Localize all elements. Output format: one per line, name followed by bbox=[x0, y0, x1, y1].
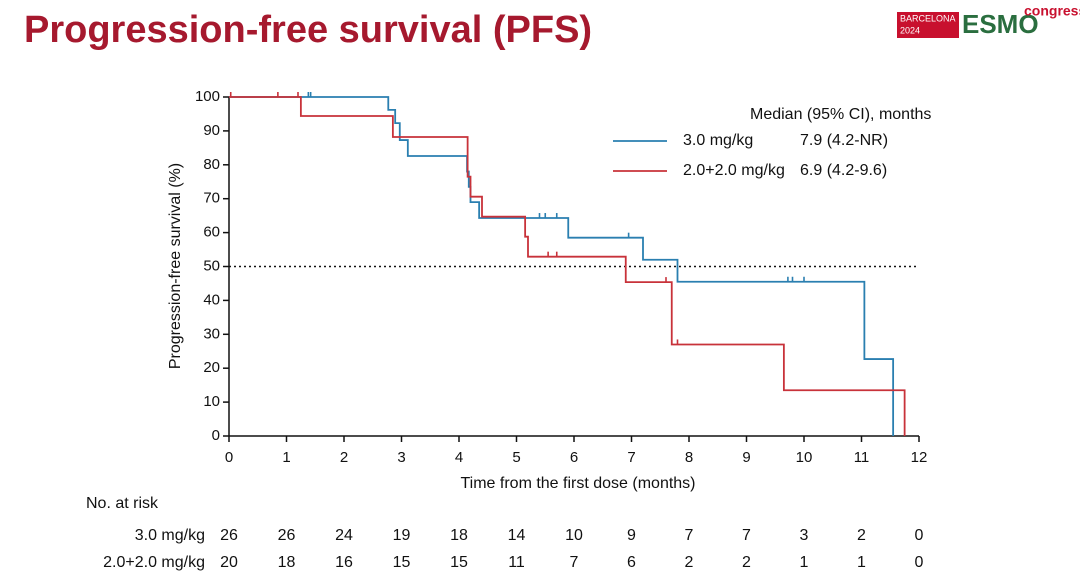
x-tick-label: 8 bbox=[685, 449, 693, 466]
risk-title: No. at risk bbox=[86, 495, 159, 512]
logo-brand: ESMO bbox=[962, 9, 1039, 39]
risk-count: 0 bbox=[915, 554, 924, 571]
risk-count: 20 bbox=[220, 554, 238, 571]
risk-count: 24 bbox=[335, 527, 353, 544]
risk-count: 15 bbox=[450, 554, 468, 571]
risk-count: 16 bbox=[335, 554, 353, 571]
y-tick-label: 70 bbox=[203, 190, 220, 207]
y-tick-label: 20 bbox=[203, 359, 220, 376]
risk-count: 26 bbox=[278, 527, 296, 544]
y-tick-label: 0 bbox=[212, 427, 220, 444]
logo-box bbox=[897, 12, 959, 38]
legend-title: Median (95% CI), months bbox=[750, 106, 931, 123]
x-tick-label: 12 bbox=[911, 449, 928, 466]
logo-event: congress bbox=[1024, 3, 1080, 19]
risk-count: 1 bbox=[857, 554, 866, 571]
risk-count: 14 bbox=[508, 527, 526, 544]
risk-count: 7 bbox=[685, 527, 694, 544]
y-tick-label: 90 bbox=[203, 122, 220, 139]
survival-curve bbox=[229, 96, 895, 436]
logo: BARCELONA 2024 ESMO congress bbox=[897, 3, 1080, 39]
legend-median: 6.9 (4.2-9.6) bbox=[800, 162, 887, 179]
survival-curve bbox=[229, 96, 906, 436]
x-axis-label: Time from the first dose (months) bbox=[460, 475, 695, 492]
risk-count: 2 bbox=[685, 554, 694, 571]
risk-count: 18 bbox=[450, 527, 468, 544]
x-tick-label: 4 bbox=[455, 449, 463, 466]
legend-median: 7.9 (4.2-NR) bbox=[800, 132, 888, 149]
y-tick-label: 30 bbox=[203, 325, 220, 342]
y-tick-label: 40 bbox=[203, 291, 220, 308]
y-tick-label: 100 bbox=[195, 88, 220, 105]
risk-count: 7 bbox=[742, 527, 751, 544]
risk-count: 19 bbox=[393, 527, 411, 544]
risk-count: 10 bbox=[565, 527, 583, 544]
y-tick-label: 60 bbox=[203, 224, 220, 241]
x-tick-label: 9 bbox=[742, 449, 750, 466]
slide-title: Progression-free survival (PFS) bbox=[24, 9, 592, 51]
y-axis-label: Progression-free survival (%) bbox=[167, 163, 184, 369]
risk-count: 15 bbox=[393, 554, 411, 571]
y-tick-label: 80 bbox=[203, 156, 220, 173]
risk-count: 6 bbox=[627, 554, 636, 571]
x-tick-label: 3 bbox=[397, 449, 405, 466]
legend-label: 2.0+2.0 mg/kg bbox=[683, 162, 785, 179]
logo-city: BARCELONA bbox=[900, 13, 956, 23]
risk-count: 18 bbox=[278, 554, 296, 571]
risk-count: 2 bbox=[857, 527, 866, 544]
risk-count: 0 bbox=[915, 527, 924, 544]
x-tick-label: 2 bbox=[340, 449, 348, 466]
x-tick-label: 0 bbox=[225, 449, 233, 466]
logo-year: 2024 bbox=[900, 25, 920, 35]
risk-count: 11 bbox=[508, 554, 525, 571]
risk-count: 26 bbox=[220, 527, 238, 544]
x-tick-label: 6 bbox=[570, 449, 578, 466]
x-tick-label: 11 bbox=[854, 449, 870, 466]
risk-count: 9 bbox=[627, 527, 636, 544]
y-tick-label: 10 bbox=[203, 393, 220, 410]
risk-count: 1 bbox=[800, 554, 809, 571]
risk-count: 3 bbox=[800, 527, 809, 544]
y-tick-label: 50 bbox=[203, 257, 220, 274]
legend-label: 3.0 mg/kg bbox=[683, 132, 753, 149]
x-tick-label: 5 bbox=[512, 449, 520, 466]
risk-row-label: 3.0 mg/kg bbox=[135, 527, 205, 544]
x-tick-label: 7 bbox=[627, 449, 635, 466]
risk-row-label: 2.0+2.0 mg/kg bbox=[103, 554, 205, 571]
x-tick-label: 1 bbox=[282, 449, 290, 466]
x-tick-label: 10 bbox=[796, 449, 813, 466]
risk-count: 7 bbox=[570, 554, 579, 571]
risk-count: 2 bbox=[742, 554, 751, 571]
